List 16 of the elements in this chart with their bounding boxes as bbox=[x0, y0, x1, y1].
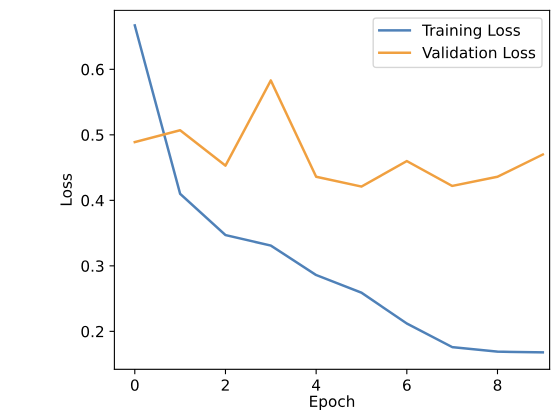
x-tick-label: 8 bbox=[494, 379, 502, 391]
x-tick-label: 6 bbox=[403, 379, 411, 391]
line-series bbox=[134, 79, 544, 188]
legend-label: Validation Loss bbox=[422, 46, 536, 58]
x-tick-label: 0 bbox=[130, 379, 139, 391]
y-tick-label: 0.2 bbox=[81, 326, 104, 338]
line-series bbox=[134, 24, 544, 354]
x-axis-title: Epoch bbox=[310, 395, 354, 410]
x-tick-label: 4 bbox=[312, 380, 320, 391]
y-tick-label: 0.6 bbox=[81, 64, 104, 76]
y-axis-title: Loss bbox=[60, 174, 72, 206]
y-tick-label: 0.3 bbox=[81, 260, 104, 272]
y-tick-label: 0.5 bbox=[81, 129, 104, 141]
y-tick-label: 0.4 bbox=[81, 194, 104, 206]
x-tick-label: 2 bbox=[222, 379, 229, 391]
legend-label: Training Loss bbox=[422, 24, 520, 39]
